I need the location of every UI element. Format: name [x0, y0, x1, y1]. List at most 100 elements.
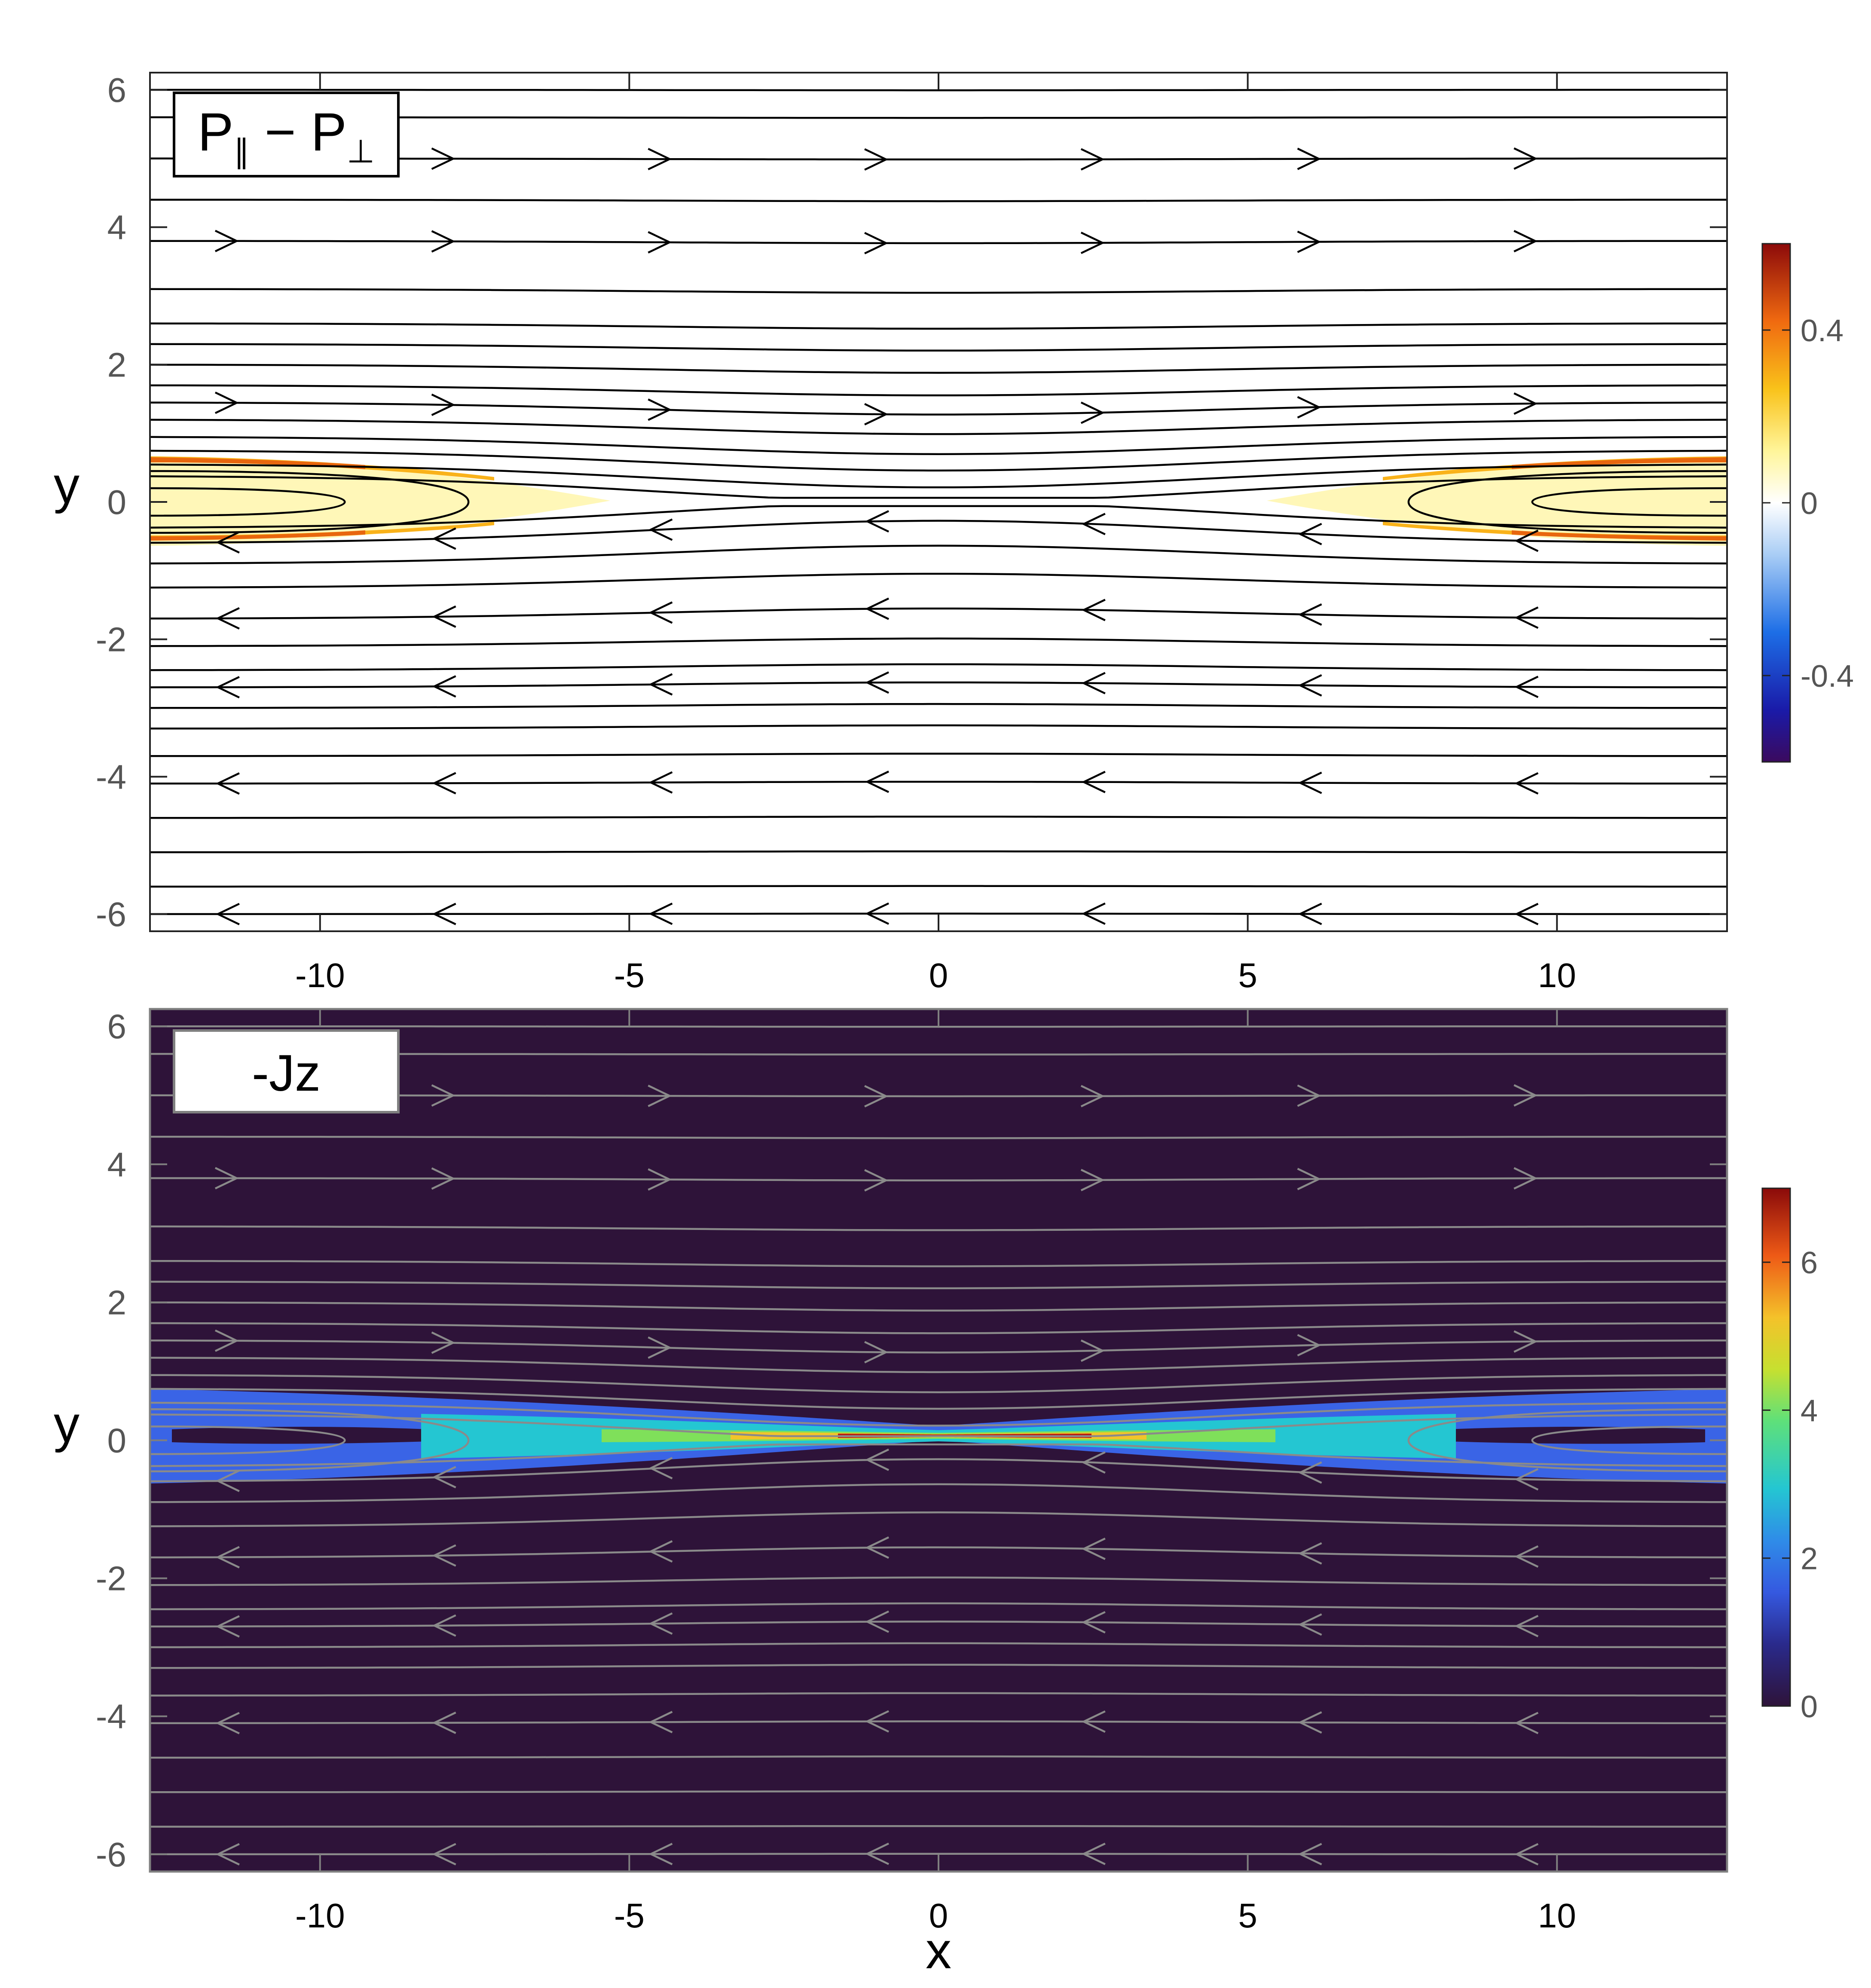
- colorbar-2-ticks: 0 2 4 6: [1762, 1246, 1818, 1724]
- current-hole-right: [1399, 1427, 1705, 1444]
- colorbar-tick-label: 0.4: [1801, 314, 1843, 348]
- field-arrow: [648, 1457, 673, 1480]
- field-arrow: [432, 605, 456, 628]
- axis-ticks-1: -10 -5 0 5 10 -6 -4 -2 0 2 4 6: [96, 71, 1727, 994]
- field-line: [150, 1720, 1727, 1724]
- field-line: [150, 1339, 1727, 1354]
- field-arrow: [1081, 1451, 1106, 1474]
- field-arrow: [648, 601, 673, 624]
- field-arrow: [865, 1842, 890, 1865]
- panel-pressure-anisotropy: -10 -5 0 5 10 -6 -4 -2 0 2 4 6 y P∥ − P⊥ -0.4 0 0.4: [54, 71, 1854, 994]
- field-arrow: [865, 1448, 890, 1471]
- field-line: [150, 1546, 1727, 1559]
- y-tick-label: -2: [96, 1560, 126, 1598]
- field-line: [150, 505, 1727, 529]
- field-line: [150, 1692, 1727, 1697]
- current-field: [150, 1025, 1727, 1866]
- field-arrow: [1298, 1843, 1322, 1866]
- field-arrow: [214, 1167, 239, 1190]
- y-tick-label: -4: [96, 758, 126, 796]
- field-line: [150, 1664, 1727, 1669]
- field-arrow: [864, 403, 889, 425]
- y-tick-label: 2: [107, 1283, 127, 1321]
- field-arrow: [1513, 1084, 1538, 1107]
- field-line: [150, 384, 1727, 397]
- field-loop: [1407, 470, 1727, 534]
- field-loop: [150, 1408, 470, 1472]
- colorbar-tick-label: 6: [1801, 1246, 1818, 1280]
- field-line: [150, 401, 1727, 416]
- field-line: [150, 322, 1727, 330]
- field-arrow: [864, 1169, 889, 1192]
- field-arrow: [1297, 1168, 1321, 1190]
- field-line: [150, 1483, 1727, 1503]
- field-loop: [1531, 487, 1727, 517]
- field-arrow: [1513, 1330, 1538, 1353]
- field-line: [150, 436, 1727, 455]
- colorbar-tick-label: -0.4: [1801, 659, 1854, 694]
- field-arrow: [431, 1167, 456, 1190]
- field-line: [150, 1576, 1727, 1586]
- field-arrow: [1298, 1542, 1322, 1565]
- field-arrow: [865, 1536, 890, 1559]
- field-arrow: [215, 1615, 240, 1638]
- field-line: [150, 1413, 1727, 1437]
- field-line: [150, 1281, 1727, 1289]
- field-arrow: [1514, 902, 1539, 925]
- field-arrow: [215, 676, 240, 699]
- field-line: [150, 343, 1727, 352]
- field-arrow: [1081, 1842, 1106, 1865]
- field-line: [150, 1322, 1727, 1334]
- field-line: [150, 724, 1727, 730]
- x-tick-label: 5: [1238, 956, 1257, 994]
- field-arrow: [865, 1710, 890, 1733]
- axis-ticks-2: -10 -5 0 5 10 -6 -4 -2 0 2 4 6: [96, 1007, 1727, 1935]
- field-line: [150, 1790, 1727, 1793]
- y-tick-label: -6: [96, 1835, 126, 1874]
- x-tick-label: -10: [295, 1896, 345, 1935]
- field-line: [150, 475, 1727, 499]
- ylabel-2: y: [54, 1395, 79, 1453]
- field-arrow: [1514, 606, 1539, 629]
- field-arrow: [432, 1614, 456, 1637]
- field-arrow: [1080, 1340, 1105, 1362]
- field-line: [150, 1401, 1727, 1427]
- field-arrow: [1081, 1538, 1106, 1560]
- field-arrow: [1298, 523, 1322, 545]
- x-tick-label: -5: [614, 956, 645, 994]
- field-line: [150, 850, 1727, 853]
- x-tick-label: 10: [1538, 956, 1576, 994]
- field-arrow: [1298, 1711, 1322, 1734]
- field-line: [150, 520, 1727, 544]
- field-line: [150, 1357, 1727, 1373]
- colorbar-1-ticks: -0.4 0 0.4: [1762, 314, 1854, 694]
- field-line: [150, 752, 1727, 757]
- field-line: [150, 1755, 1727, 1759]
- field-line: [150, 364, 1727, 374]
- field-arrow: [431, 393, 456, 416]
- colorbar-2: 0 2 4 6: [1761, 1187, 1818, 1724]
- field-arrow: [432, 1466, 456, 1489]
- x-tick-label: -10: [295, 956, 345, 994]
- field-arrow: [432, 527, 456, 550]
- field-arrow: [1513, 147, 1538, 170]
- field-loop: [1407, 1408, 1727, 1472]
- current-hole-left: [172, 1427, 478, 1444]
- x-tick-label: 0: [929, 1896, 948, 1935]
- field-line: [150, 1602, 1727, 1610]
- field-arrow: [648, 518, 673, 541]
- field-arrow: [648, 902, 673, 925]
- field-line: [150, 607, 1727, 620]
- field-arrow: [648, 231, 672, 254]
- field-line: [150, 288, 1727, 294]
- field-arrow: [1298, 1461, 1322, 1484]
- field-line: [150, 703, 1727, 709]
- field-arrow: [215, 531, 240, 554]
- field-arrow: [1513, 392, 1538, 415]
- field-line: [150, 1301, 1727, 1312]
- field-line: [150, 663, 1727, 671]
- field-line: [150, 572, 1727, 589]
- field-arrow: [1080, 1085, 1105, 1107]
- field-line: [150, 450, 1727, 472]
- field-arrow: [215, 1469, 240, 1492]
